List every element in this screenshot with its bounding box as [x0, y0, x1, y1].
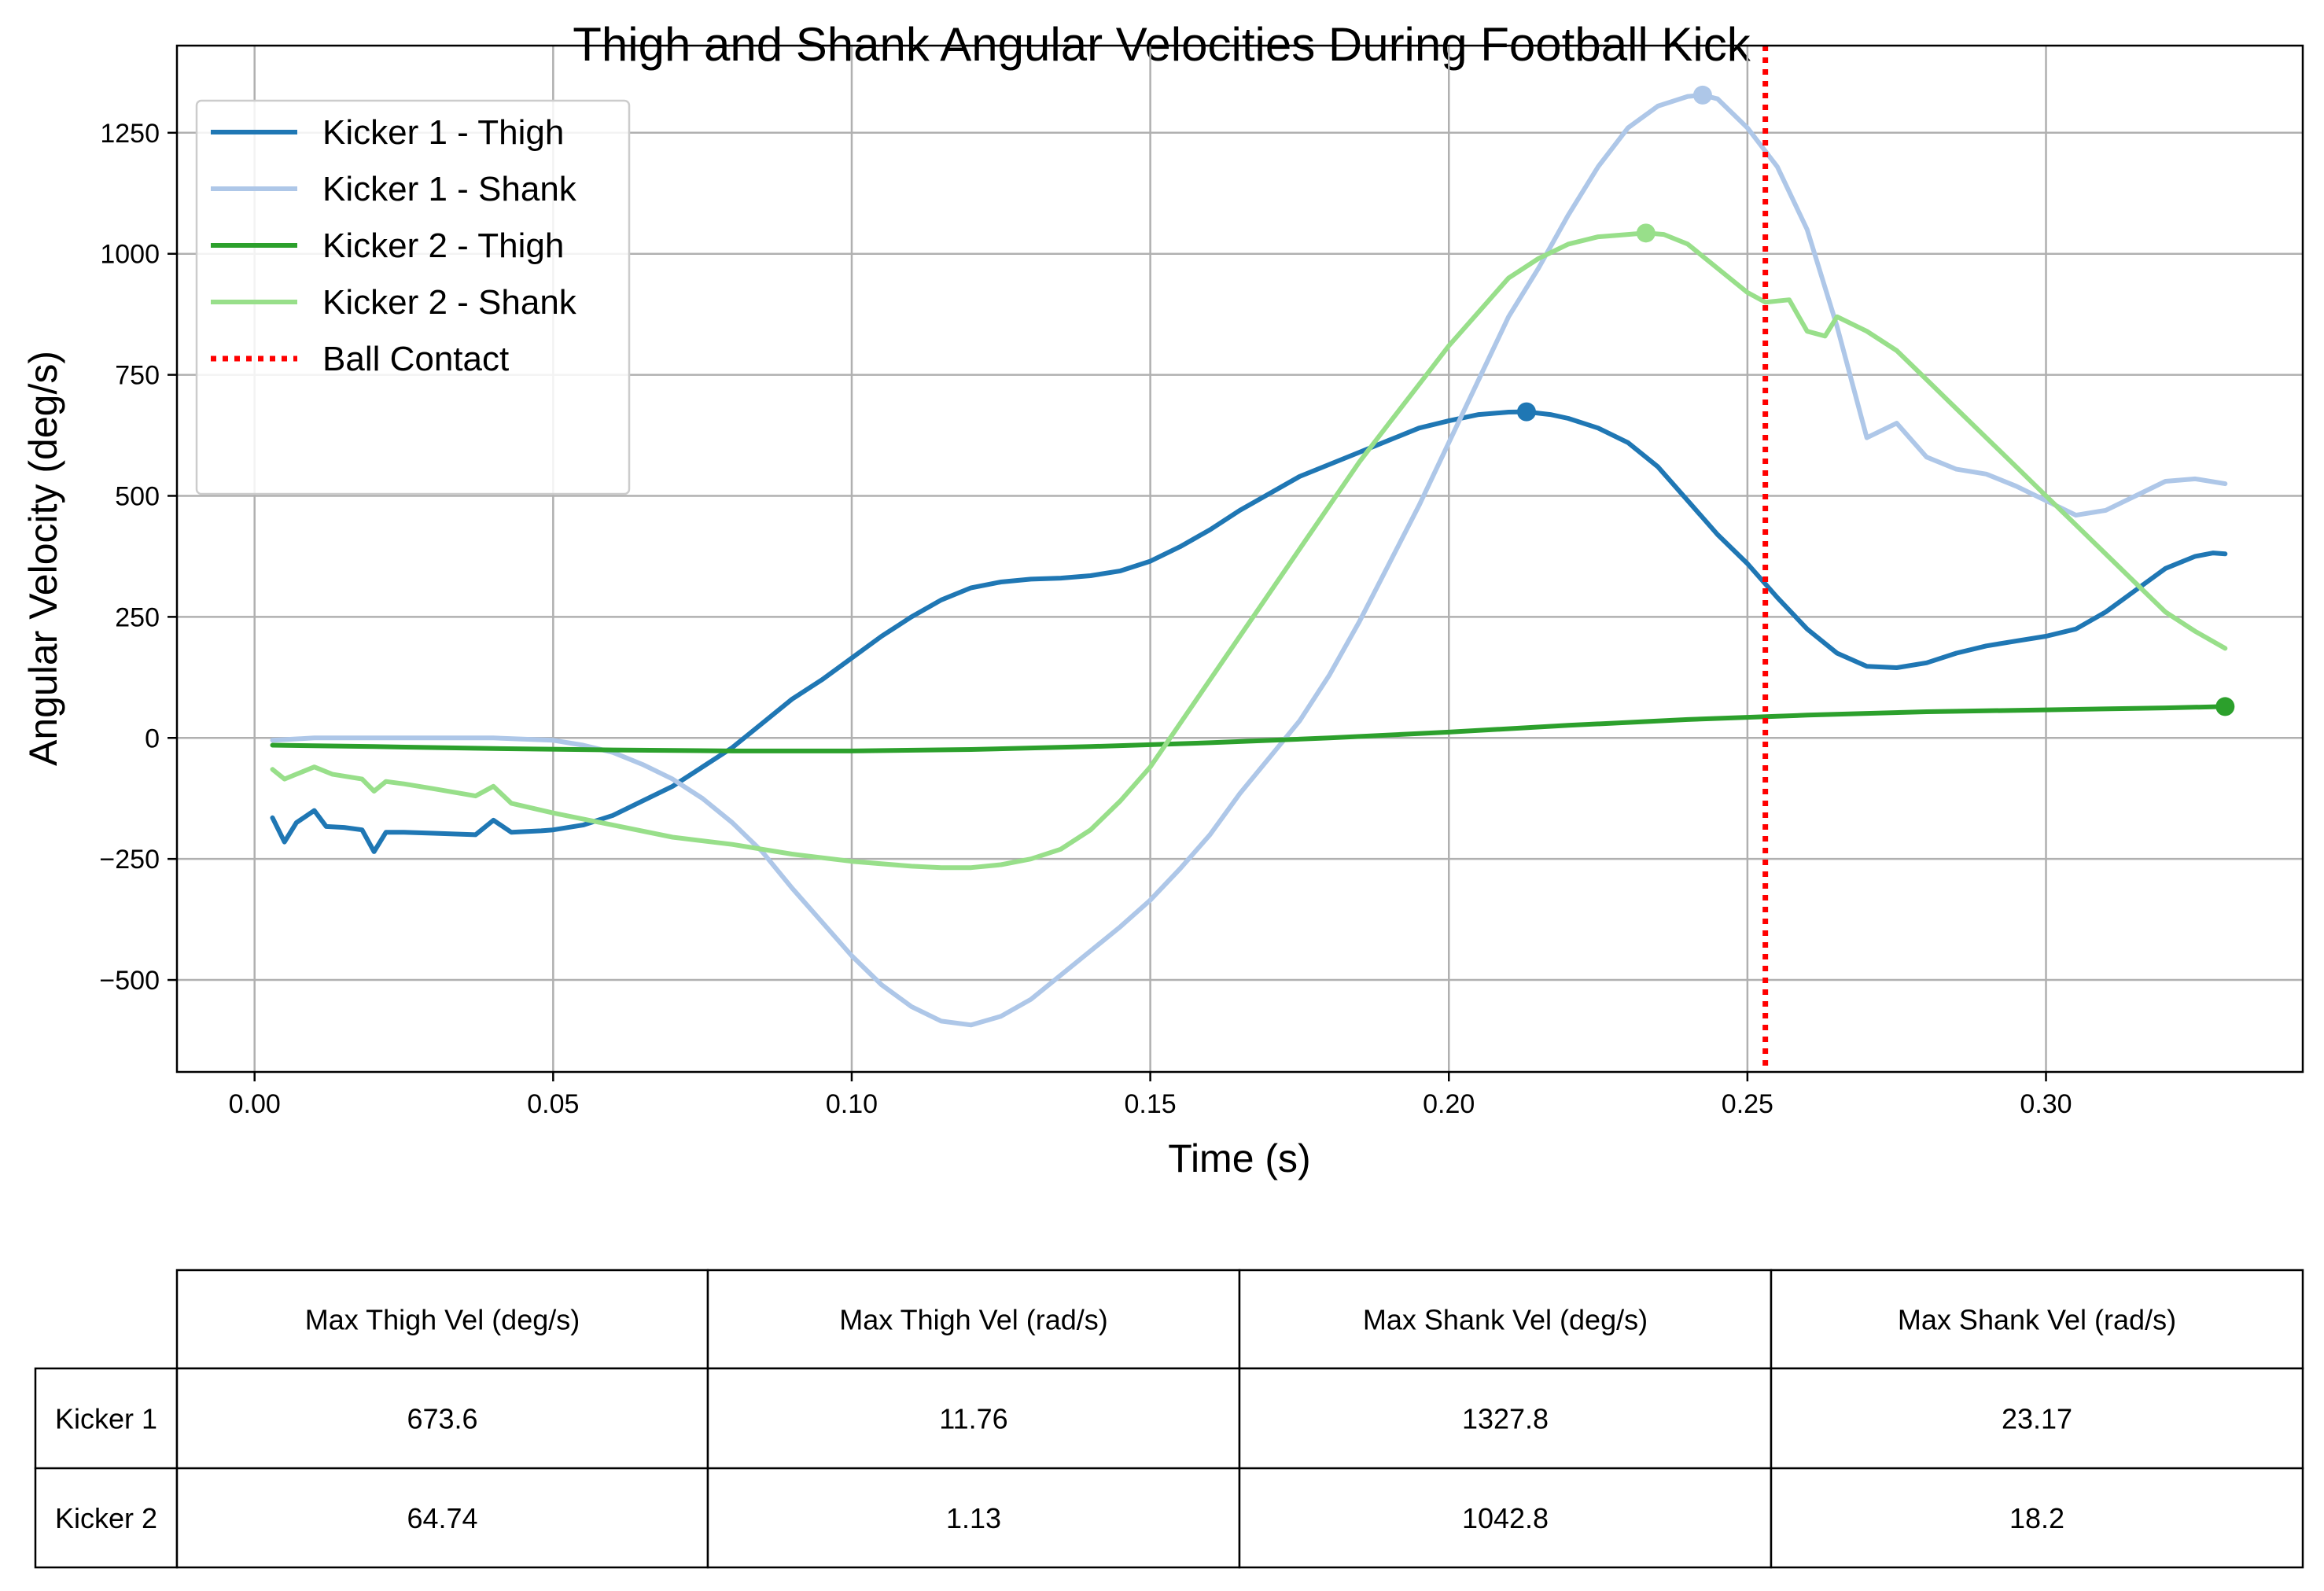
peak-marker-kicker-1-thigh: [1516, 402, 1536, 422]
table-cell: 1042.8: [1462, 1502, 1549, 1534]
legend-box: [195, 99, 631, 495]
series-line-kicker-2-thigh: [270, 704, 2228, 753]
table-row-label: Kicker 2: [55, 1502, 157, 1534]
x-tick-label: 0.30: [2020, 1089, 2072, 1119]
peak-marker-kicker-1-shank: [1692, 85, 1712, 105]
table-column-header-cell: [1238, 1269, 1773, 1370]
x-tick-label: 0.10: [826, 1089, 878, 1119]
y-tick-label: 1000: [100, 240, 160, 270]
y-tick-label: 0: [145, 724, 160, 753]
legend: Kicker 1 - Thigh Kicker 1 - Shank Kicker 2…: [195, 99, 631, 495]
table-row-label-cell: [34, 1367, 179, 1470]
x-tick-label: 0.25: [1722, 1089, 1773, 1119]
x-tick-label: 0.15: [1125, 1089, 1177, 1119]
peak-markers: [1516, 85, 2235, 716]
x-tick-label: 0.05: [527, 1089, 579, 1119]
table-cell: 18.2: [2009, 1502, 2064, 1534]
table-column-header: Max Thigh Vel (deg/s): [305, 1304, 580, 1336]
x-tick-label: 0.20: [1423, 1089, 1475, 1119]
y-tick-label: 250: [115, 602, 160, 632]
chart-title: Thigh and Shank Angular Velocities Durin…: [573, 18, 1751, 71]
series-line-kicker-1-thigh: [270, 409, 2228, 854]
table-cell-cell: [1770, 1467, 2304, 1569]
grid: [177, 46, 2303, 1072]
y-tick-label: −500: [99, 966, 160, 996]
table-cell: 11.76: [939, 1403, 1007, 1435]
table-column-header-cell: [706, 1269, 1241, 1370]
axis-ticks: 0.00 0.05 0.10 0.15 0.20 0.25 0.30 −500 −250 0 250…: [99, 119, 2072, 1119]
peak-marker-kicker-2-shank: [1636, 223, 1656, 243]
table-cell: 23.17: [2002, 1403, 2072, 1435]
y-axis-label: Angular Velocity (deg/s): [21, 351, 65, 766]
legend-label-kicker-1-shank: Kicker 1 - Shank: [322, 170, 577, 208]
table-row-label: Kicker 1: [55, 1403, 157, 1435]
table-cell: 1.13: [946, 1502, 1001, 1534]
legend-label-ball-contact: Ball Contact: [322, 340, 509, 378]
table-cell-cell: [1238, 1367, 1773, 1470]
table-cell: 1327.8: [1462, 1403, 1549, 1435]
table-cell-cell: [175, 1467, 709, 1569]
table-column-header: Max Shank Vel (rad/s): [1898, 1304, 2176, 1336]
table-column-header: Max Thigh Vel (rad/s): [839, 1304, 1107, 1336]
y-tick-label: 750: [115, 361, 160, 391]
series-line-kicker-1-shank: [270, 92, 2228, 1028]
table-cell: 673.6: [407, 1403, 477, 1435]
table-cell-cell: [1770, 1367, 2304, 1470]
y-tick-label: −250: [99, 845, 160, 875]
summary-table: Max Thigh Vel (deg/s) Max Thigh Vel (rad/…: [34, 1269, 2304, 1569]
legend-label-kicker-1-thigh: Kicker 1 - Thigh: [322, 113, 564, 152]
axes-frame: [175, 44, 2304, 1074]
table-cell-cell: [706, 1367, 1241, 1470]
x-axis-label: Time (s): [1168, 1136, 1310, 1180]
legend-label-kicker-2-thigh: Kicker 2 - Thigh: [322, 226, 564, 265]
table-column-header-cell: [1770, 1269, 2304, 1370]
table-cell: 64.74: [407, 1502, 477, 1534]
peak-marker-kicker-2-thigh: [2215, 697, 2235, 716]
plot-area: [270, 46, 2228, 1072]
series-line-kicker-2-shank: [270, 230, 2228, 871]
y-tick-label: 1250: [100, 119, 160, 149]
table-column-header-cell: [175, 1269, 709, 1370]
legend-label-kicker-2-shank: Kicker 2 - Shank: [322, 283, 577, 322]
x-tick-label: 0.00: [229, 1089, 281, 1119]
table-column-header: Max Shank Vel (deg/s): [1363, 1304, 1648, 1336]
y-tick-label: 500: [115, 481, 160, 511]
